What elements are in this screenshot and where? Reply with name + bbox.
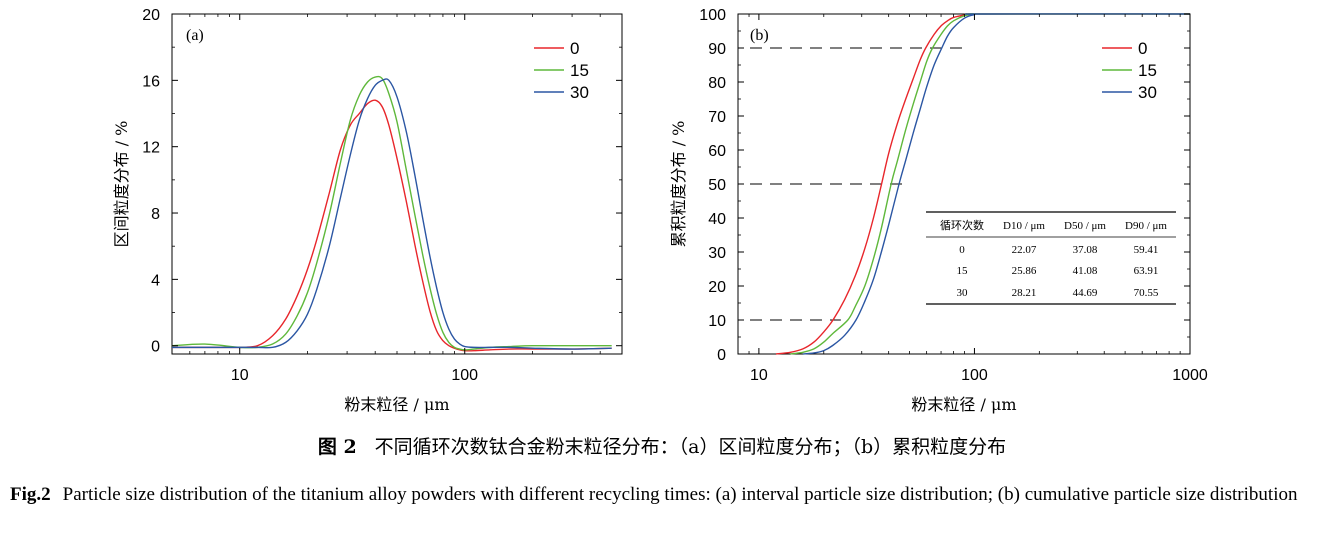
table-cell: 63.91 [1134,265,1159,277]
plot-frame-a [171,13,623,355]
panel-b: 10 100 1000 0 10 20 30 40 50 60 70 80 90 100 (b) 0 15 3… [669,7,1208,414]
series-line-0 [171,99,612,352]
legend-label-15: 15 [570,61,589,80]
caption-chinese: 图 2 不同循环次数钛合金粉末粒径分布：（a）区间粒度分布；（b）累积粒度分布 [0,432,1324,459]
x-axis-label-a: 粉末粒径 / μm [344,395,449,414]
table-cell: 30 [957,287,969,299]
panel-a: 10 100 0 4 8 12 16 20 (a) 0 15 30 粉末粒径 / μm 区间粒度分… [112,7,623,414]
y-tick-label: 12 [142,140,160,157]
y-tick-label: 50 [708,177,726,194]
y-tick-label: 40 [708,211,726,228]
table-cell: 0 [959,244,965,256]
y-tick-label: 30 [708,245,726,262]
series-line-30 [171,78,612,350]
x-tick-label: 10 [750,367,768,384]
y-tick-label: 60 [708,143,726,160]
series-line-0 [775,13,1190,355]
table-header-d50: D50 / μm [1064,220,1106,232]
table-cell: 59.41 [1134,244,1159,256]
y-tick-label: 100 [699,7,726,24]
y-tick-label: 0 [717,347,726,364]
y-tick-label: 0 [151,339,160,356]
table-cell: 41.08 [1073,265,1098,277]
y-tick-label: 20 [708,279,726,296]
table-cell: 22.07 [1012,244,1037,256]
caption-cn-label: 图 2 [317,436,357,458]
legend-label-0: 0 [570,39,579,58]
inset-table: 循环次数 D10 / μm D50 / μm D90 / μm 0 22.07 … [926,211,1176,305]
table-header-d90: D90 / μm [1125,220,1167,232]
x-tick-label: 1000 [1172,367,1208,384]
x-axis-label-b: 粉末粒径 / μm [911,395,1016,414]
legend-label-15: 15 [1138,61,1157,80]
y-tick-label: 20 [142,7,160,24]
table-cell: 25.86 [1012,265,1037,277]
panel-label-a: (a) [186,27,204,44]
y-tick-label: 70 [708,109,726,126]
x-tick-label: 100 [961,367,988,384]
panel-label-b: (b) [750,27,769,44]
caption-en-label: Fig.2 [10,484,51,505]
table-cell: 15 [957,265,969,277]
table-cell: 44.69 [1073,287,1098,299]
x-tick-label: 100 [451,367,478,384]
y-tick-label: 90 [708,41,726,58]
table-cell: 70.55 [1134,287,1159,299]
y-axis-label-a: 区间粒度分布 / % [112,121,131,248]
legend-label-0: 0 [1138,39,1147,58]
legend-label-30: 30 [1138,83,1157,102]
legend-a: 0 15 30 [534,39,589,102]
y-tick-label: 16 [142,73,160,90]
series-line-30 [802,13,1191,355]
table-cell: 37.08 [1073,244,1098,256]
series-line-15 [790,13,1190,355]
x-tick-label: 10 [231,367,249,384]
y-tick-label: 10 [708,313,726,330]
series-line-15 [171,75,612,351]
table-cell: 28.21 [1012,287,1037,299]
caption-english: Fig.2 Particle size distribution of the t… [10,475,1314,515]
table-header-d10: D10 / μm [1003,220,1045,232]
y-axis-label-b: 累积粒度分布 / % [669,121,688,248]
legend-label-30: 30 [570,83,589,102]
y-tick-label: 8 [151,206,160,223]
table-header-cycles: 循环次数 [940,218,984,232]
caption-cn-text: 不同循环次数钛合金粉末粒径分布：（a）区间粒度分布；（b）累积粒度分布 [374,436,1007,458]
y-tick-label: 4 [151,272,160,289]
plot-frame-b [737,13,1191,355]
legend-b: 0 15 30 [1102,39,1157,102]
caption-en-text: Particle size distribution of the titani… [62,484,1298,505]
y-tick-label: 80 [708,75,726,92]
